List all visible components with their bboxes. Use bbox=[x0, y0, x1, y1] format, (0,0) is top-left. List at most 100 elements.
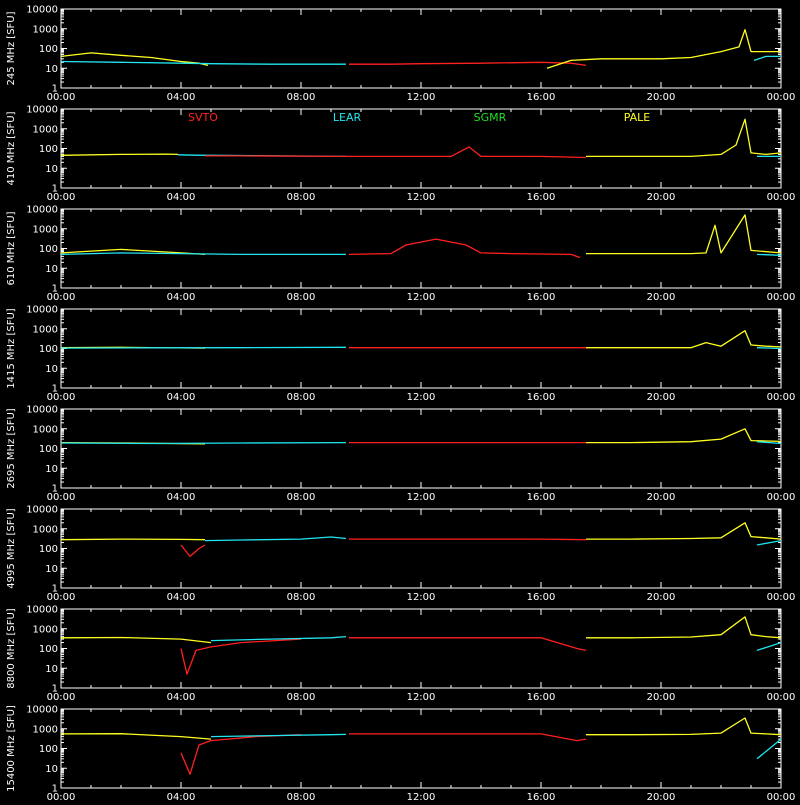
x-tick-label: 00:00 bbox=[47, 592, 76, 603]
series-line-lear bbox=[61, 60, 346, 65]
y-axis-label: 245 MHz [SFU] bbox=[6, 11, 17, 85]
x-tick-label: 00:00 bbox=[47, 292, 76, 303]
x-tick-label: 12:00 bbox=[407, 492, 436, 503]
x-tick-label: 00:00 bbox=[47, 192, 76, 203]
y-tick-label: 10000 bbox=[26, 105, 58, 116]
x-tick-label: 20:00 bbox=[647, 192, 676, 203]
series-line-lear bbox=[756, 253, 781, 256]
panel-frame bbox=[60, 108, 782, 189]
panel-frame bbox=[60, 308, 782, 389]
x-tick-label: 04:00 bbox=[167, 492, 196, 503]
panel-0: 1 10 100 1000 10000 00:00 04:00 08:00 12:00 16:00… bbox=[6, 5, 795, 104]
y-axis-label: 610 MHz [SFU] bbox=[6, 211, 17, 285]
panel-frame bbox=[60, 8, 782, 89]
y-tick-label: 10000 bbox=[26, 505, 58, 516]
x-tick-label: 00:00 bbox=[47, 392, 76, 403]
series-line-svto bbox=[348, 238, 581, 259]
legend: SVTO LEAR SGMR PALE bbox=[188, 111, 650, 124]
x-tick-label: 08:00 bbox=[287, 92, 316, 103]
y-tick-label: 1 bbox=[52, 184, 58, 195]
series-line-lear bbox=[756, 641, 781, 652]
panel-5: 1 10 100 1000 10000 00:00 04:00 08:00 12:00 16:00… bbox=[6, 505, 795, 604]
x-tick-label: 16:00 bbox=[527, 192, 556, 203]
y-tick-label: 1 bbox=[52, 784, 58, 795]
y-tick-label: 10000 bbox=[26, 305, 58, 316]
y-tick-label: 1000 bbox=[33, 724, 58, 735]
y-tick-label: 100 bbox=[39, 744, 58, 755]
series-line-lear bbox=[210, 733, 347, 738]
series-group bbox=[61, 616, 781, 675]
series-line-pale bbox=[586, 118, 781, 158]
y-tick-label: 1000 bbox=[33, 424, 58, 435]
x-tick-label: 00:00 bbox=[767, 492, 796, 503]
x-tick-label: 16:00 bbox=[527, 92, 556, 103]
panel-4: 1 10 100 1000 10000 00:00 04:00 08:00 12:00 16:00… bbox=[6, 405, 795, 504]
x-tick-label: 00:00 bbox=[47, 492, 76, 503]
x-tick-label: 12:00 bbox=[407, 92, 436, 103]
series-line-pale bbox=[61, 153, 179, 156]
panel-frame bbox=[60, 508, 782, 589]
y-tick-label: 1000 bbox=[33, 24, 58, 35]
y-axis-label: 410 MHz [SFU] bbox=[6, 111, 17, 185]
y-tick-label: 1000 bbox=[33, 324, 58, 335]
y-tick-label: 1000 bbox=[33, 124, 58, 135]
y-tick-label: 1000 bbox=[33, 624, 58, 635]
y-tick-label: 1 bbox=[52, 84, 58, 95]
y-tick-label: 10 bbox=[45, 464, 58, 475]
x-tick-label: 00:00 bbox=[767, 292, 796, 303]
y-tick-label: 1 bbox=[52, 484, 58, 495]
series-group bbox=[61, 118, 781, 159]
legend-sgmr: SGMR bbox=[474, 111, 507, 124]
series-line-lear bbox=[61, 346, 347, 349]
panel-1: 1 10 100 1000 10000 00:00 04:00 08:00 12:00 16:00… bbox=[6, 105, 795, 204]
series-line-svto bbox=[205, 146, 587, 159]
y-tick-label: 10000 bbox=[26, 705, 58, 716]
series-line-lear bbox=[61, 252, 346, 256]
x-tick-label: 00:00 bbox=[767, 392, 796, 403]
panel-7: 1 10 100 1000 10000 00:00 04:00 08:00 12:00 16:00… bbox=[6, 705, 796, 804]
y-tick-label: 1 bbox=[52, 384, 58, 395]
y-tick-label: 100 bbox=[39, 144, 58, 155]
x-tick-label: 00:00 bbox=[767, 92, 796, 103]
x-tick-label: 04:00 bbox=[167, 692, 196, 703]
legend-lear: LEAR bbox=[333, 111, 362, 124]
series-line-pale bbox=[61, 538, 206, 541]
x-tick-label: 00:00 bbox=[767, 592, 796, 603]
y-tick-label: 1000 bbox=[33, 224, 58, 235]
x-tick-label: 20:00 bbox=[647, 492, 676, 503]
x-tick-label: 00:00 bbox=[767, 792, 796, 800]
x-tick-label: 08:00 bbox=[287, 792, 316, 800]
y-tick-label: 1 bbox=[52, 684, 58, 695]
x-tick-label: 16:00 bbox=[527, 492, 556, 503]
x-tick-label: 04:00 bbox=[167, 192, 196, 203]
y-tick-label: 10 bbox=[45, 764, 58, 775]
y-axis-label: 8800 MHz [SFU] bbox=[6, 608, 17, 689]
y-axis-label: 2695 MHz [SFU] bbox=[6, 408, 17, 489]
panel-frame bbox=[60, 208, 782, 289]
x-tick-label: 08:00 bbox=[287, 192, 316, 203]
series-line-pale bbox=[586, 428, 781, 444]
x-tick-label: 00:00 bbox=[47, 792, 76, 800]
x-tick-label: 20:00 bbox=[647, 792, 676, 800]
y-axis-label: 4995 MHz [SFU] bbox=[6, 508, 17, 589]
y-tick-label: 100 bbox=[39, 44, 58, 55]
y-tick-label: 10 bbox=[45, 364, 58, 375]
x-tick-label: 16:00 bbox=[527, 792, 556, 800]
y-tick-label: 10000 bbox=[26, 405, 58, 416]
y-tick-label: 1 bbox=[52, 284, 58, 295]
y-tick-label: 100 bbox=[39, 244, 58, 255]
x-tick-label: 00:00 bbox=[47, 692, 76, 703]
y-tick-label: 100 bbox=[39, 644, 58, 655]
y-tick-label: 10 bbox=[45, 564, 58, 575]
legend-pale: PALE bbox=[624, 111, 651, 124]
x-tick-label: 00:00 bbox=[767, 192, 796, 203]
series-line-svto bbox=[180, 734, 302, 775]
y-tick-label: 10000 bbox=[26, 605, 58, 616]
panel-2: 1 10 100 1000 10000 00:00 04:00 08:00 12:00 16:00… bbox=[6, 205, 795, 304]
series-line-svto bbox=[349, 61, 587, 67]
y-tick-label: 1000 bbox=[33, 524, 58, 535]
series-line-lear bbox=[753, 55, 781, 62]
series-line-pale bbox=[546, 29, 781, 69]
y-tick-label: 10000 bbox=[26, 205, 58, 216]
